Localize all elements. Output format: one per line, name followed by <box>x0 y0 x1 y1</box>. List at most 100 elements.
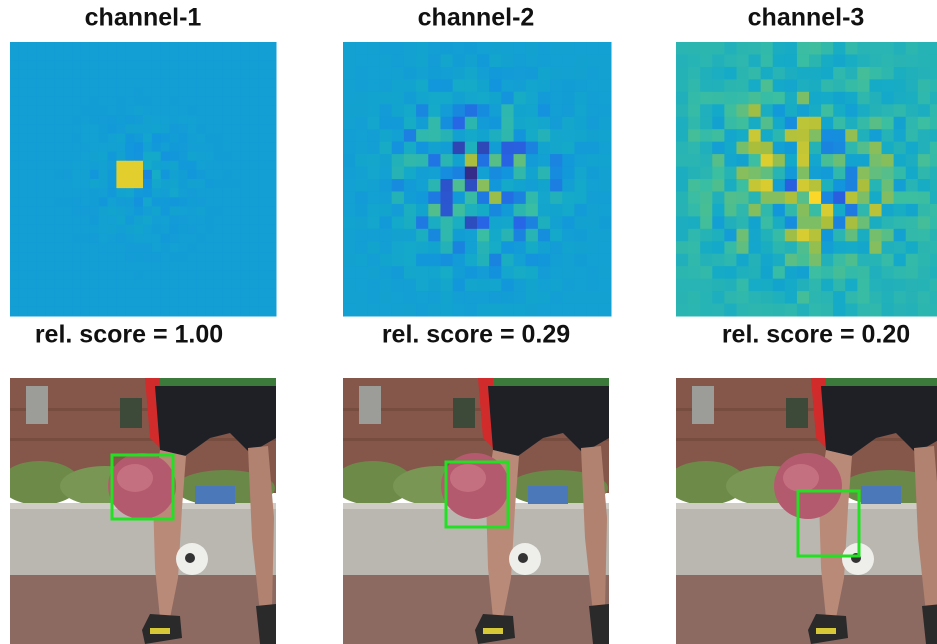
heatmap-cell <box>712 241 725 254</box>
heatmap-cell <box>63 69 72 79</box>
heatmap-cell <box>28 289 37 299</box>
heatmap-cell <box>258 270 267 280</box>
heatmap-cell <box>205 88 214 98</box>
heatmap-cell <box>857 79 870 92</box>
heatmap-cell <box>125 243 134 253</box>
heatmap-cell <box>72 69 81 79</box>
heatmap-cell <box>574 129 587 142</box>
heatmap-cell <box>232 279 241 289</box>
heatmap-cell <box>392 266 405 279</box>
heatmap-cell <box>882 204 895 217</box>
heatmap-cell <box>152 142 161 152</box>
heatmap-cell <box>134 270 143 280</box>
heatmap-cell <box>143 152 152 162</box>
heatmap-cell <box>37 51 46 61</box>
heatmap-cell <box>773 167 786 180</box>
heatmap-cell <box>355 191 368 204</box>
heatmap-cell <box>37 298 46 308</box>
heatmap-cell <box>214 115 223 125</box>
heatmap-cell <box>712 266 725 279</box>
heatmap-cell <box>99 152 108 162</box>
heatmap-cell <box>416 79 429 92</box>
heatmap-cell <box>676 67 689 80</box>
heatmap-cell <box>514 167 527 180</box>
heatmap-cell <box>19 234 28 244</box>
heatmap-cell <box>894 291 907 304</box>
heatmap-cell <box>187 60 196 70</box>
heatmap-cell <box>267 289 276 299</box>
heatmap-cell <box>930 254 937 267</box>
heatmap-cell <box>125 79 134 89</box>
heatmap-cell <box>918 254 931 267</box>
heatmap-cell <box>90 279 99 289</box>
heatmap-cell <box>906 216 919 229</box>
heatmap-cell <box>10 261 19 271</box>
heatmap-cell <box>249 60 258 70</box>
heatmap-cell <box>152 170 161 180</box>
heatmap-cell <box>857 191 870 204</box>
heatmap-cell <box>116 79 125 89</box>
heatmap-cell <box>170 79 179 89</box>
heatmap-cell <box>54 115 63 125</box>
heatmap-cell <box>161 289 170 299</box>
heatmap-cell <box>428 42 441 55</box>
heatmap-cell <box>170 142 179 152</box>
heatmap-cell <box>797 191 810 204</box>
heatmap-cell <box>178 88 187 98</box>
heatmap-cell <box>161 88 170 98</box>
heatmap-cell <box>380 54 393 67</box>
heatmap-cell <box>99 188 108 198</box>
heatmap-cell <box>465 216 478 229</box>
heatmap-cell <box>223 170 232 180</box>
heatmap-cell <box>161 206 170 216</box>
heatmap-cell <box>161 97 170 107</box>
heatmap-cell <box>45 152 54 162</box>
heatmap-cell <box>63 188 72 198</box>
heatmap-cell <box>906 79 919 92</box>
heatmap-cell <box>930 204 937 217</box>
heatmap-cell <box>587 279 600 292</box>
heatmap-cell <box>797 54 810 67</box>
heatmap-cell <box>712 129 725 142</box>
heatmap-cell <box>54 289 63 299</box>
heatmap-cell <box>906 191 919 204</box>
heatmap-cell <box>809 179 822 192</box>
heatmap-cell <box>785 191 798 204</box>
heatmap-cell <box>45 298 54 308</box>
heatmap-cell <box>134 124 143 134</box>
heatmap-cell <box>10 51 19 61</box>
heatmap-cell <box>152 298 161 308</box>
heatmap-cell <box>809 241 822 254</box>
heatmap-cell <box>453 54 466 67</box>
heatmap-cell <box>712 304 725 317</box>
heatmap-cell <box>258 197 267 207</box>
heatmap-cell <box>134 170 143 180</box>
heatmap-cell <box>574 279 587 292</box>
heatmap-cell <box>773 92 786 105</box>
heatmap-cell <box>773 291 786 304</box>
heatmap-cell <box>574 229 587 242</box>
heatmap-cell <box>930 167 937 180</box>
heatmap-cell <box>857 179 870 192</box>
heatmap-cell <box>688 254 701 267</box>
heatmap-cell <box>857 142 870 155</box>
heatmap-cell <box>45 197 54 207</box>
heatmap-cell <box>99 97 108 107</box>
heatmap-cell <box>380 304 393 317</box>
heatmap-cell <box>249 42 258 52</box>
heatmap-cell <box>205 243 214 253</box>
heatmap-cell <box>821 117 834 130</box>
heatmap-cell <box>700 179 713 192</box>
heatmap-cell <box>170 51 179 61</box>
heatmap-cell <box>116 142 125 152</box>
heatmap-cell <box>232 261 241 271</box>
heatmap-cell <box>355 304 368 317</box>
heatmap-cell <box>514 229 527 242</box>
heatmap-cell <box>90 88 99 98</box>
heatmap-cell <box>267 161 276 171</box>
heatmap-cell <box>187 279 196 289</box>
heatmap-cell <box>724 67 737 80</box>
heatmap-cell <box>170 225 179 235</box>
heatmap-cell <box>45 115 54 125</box>
heatmap-cell <box>152 88 161 98</box>
